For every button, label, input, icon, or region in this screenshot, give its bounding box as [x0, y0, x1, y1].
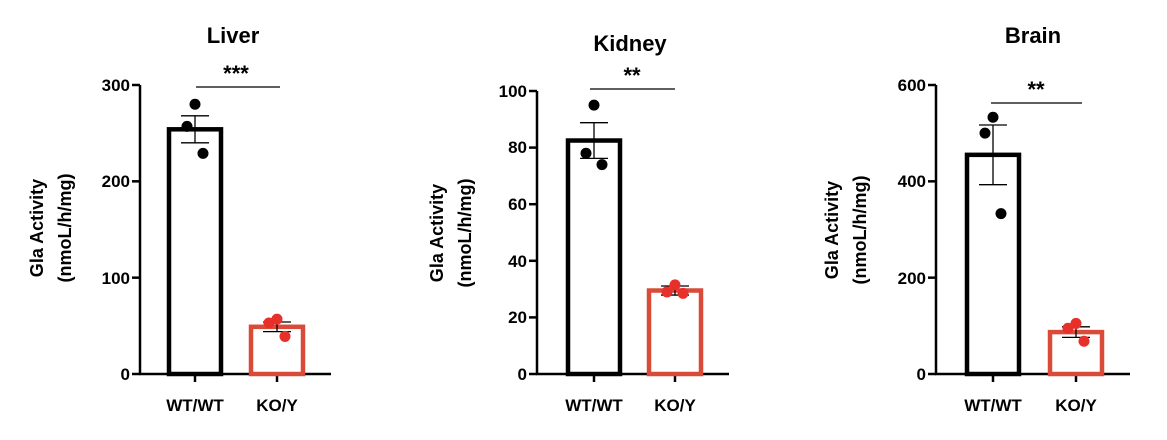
plot-area — [529, 88, 729, 382]
significance-marker: *** — [223, 61, 249, 86]
chart-title: Liver — [207, 23, 260, 48]
data-point — [588, 99, 600, 111]
x-tick-label-wt: WT/WT — [565, 396, 623, 415]
data-point — [995, 208, 1007, 220]
x-tick-label-wt: WT/WT — [166, 396, 224, 415]
y-tick-label: 300 — [102, 76, 130, 95]
y-tick-label: 600 — [898, 76, 926, 95]
y-axis-label-line1: Gla Activity — [822, 181, 842, 279]
y-axis-label-line1: Gla Activity — [427, 184, 447, 282]
bar-ko — [248, 324, 306, 377]
y-tick-label: 60 — [508, 195, 527, 214]
chart-panel-kidney: Kidney Gla Activity (nmoL/h/mg) WT/WT KO… — [427, 31, 729, 415]
data-point — [580, 147, 592, 159]
bar-wt — [565, 138, 623, 377]
data-point — [661, 286, 673, 298]
chart-title: Brain — [1005, 23, 1061, 48]
x-tick-label-wt: WT/WT — [964, 396, 1022, 415]
plot-area — [132, 83, 331, 382]
data-point — [263, 317, 275, 329]
data-point — [197, 147, 209, 159]
significance-marker: ** — [1027, 77, 1045, 102]
y-tick-label: 400 — [898, 172, 926, 191]
chart-panel-liver: Liver Gla Activity (nmoL/h/mg) WT/WT KO/… — [27, 23, 331, 415]
plot-area — [928, 83, 1130, 382]
y-axis-label-line1: Gla Activity — [27, 179, 47, 277]
y-tick-label: 100 — [102, 269, 130, 288]
data-point — [1070, 317, 1082, 329]
y-tick-label: 200 — [898, 269, 926, 288]
x-tick-label-ko: KO/Y — [1055, 396, 1097, 415]
data-point — [1062, 322, 1074, 334]
data-point — [1078, 335, 1090, 347]
y-tick-label: 200 — [102, 172, 130, 191]
bar-ko — [1047, 329, 1105, 377]
bar-wt — [166, 127, 224, 377]
y-tick-label: 20 — [508, 308, 527, 327]
significance-marker: ** — [623, 63, 641, 88]
bar-wt — [964, 152, 1022, 377]
y-tick-label: 100 — [499, 82, 527, 101]
data-point — [979, 127, 991, 139]
data-point — [669, 279, 681, 291]
y-axis-label-line2: (nmoL/h/mg) — [55, 174, 75, 283]
data-point — [596, 159, 608, 171]
y-tick-label: 0 — [518, 365, 527, 384]
y-axis-label-line2: (nmoL/h/mg) — [455, 179, 475, 288]
data-point — [677, 287, 689, 299]
y-tick-label: 0 — [917, 365, 926, 384]
x-tick-label-ko: KO/Y — [654, 396, 696, 415]
chart-panel-brain: Brain Gla Activity (nmoL/h/mg) WT/WT KO/… — [822, 23, 1130, 415]
y-tick-label: 0 — [121, 365, 130, 384]
data-point — [189, 98, 201, 110]
data-point — [181, 120, 193, 132]
data-point — [987, 111, 999, 123]
chart-title: Kidney — [593, 31, 667, 56]
bar-ko — [646, 288, 704, 377]
y-tick-label: 80 — [508, 138, 527, 157]
y-tick-label: 40 — [508, 252, 527, 271]
data-point — [279, 330, 291, 342]
x-tick-label-ko: KO/Y — [256, 396, 298, 415]
y-axis-label-line2: (nmoL/h/mg) — [850, 176, 870, 285]
